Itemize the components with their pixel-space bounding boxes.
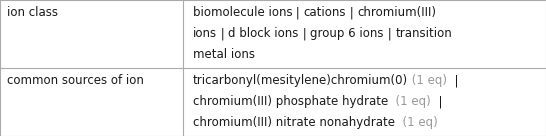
Text: d block ions: d block ions [228,27,299,40]
Text: |: | [299,27,310,40]
Text: common sources of ion: common sources of ion [7,74,144,87]
Text: metal ions: metal ions [193,48,255,61]
Text: chromium(III) nitrate nonahydrate: chromium(III) nitrate nonahydrate [193,116,395,129]
Text: (1 eq): (1 eq) [388,95,431,108]
Text: chromium(III): chromium(III) [358,6,437,19]
Text: tricarbonyl(mesitylene)chromium(0): tricarbonyl(mesitylene)chromium(0) [193,74,408,87]
Text: chromium(III) phosphate hydrate: chromium(III) phosphate hydrate [193,95,388,108]
Text: |: | [384,27,395,40]
Text: biomolecule ions: biomolecule ions [193,6,292,19]
Text: (1 eq): (1 eq) [408,74,447,87]
Text: ions: ions [193,27,217,40]
Text: (1 eq): (1 eq) [395,116,437,129]
Text: ion class: ion class [7,6,57,19]
Text: |: | [431,95,442,108]
Text: |: | [346,6,358,19]
Text: cations: cations [304,6,346,19]
Text: |: | [447,74,458,87]
Text: group 6 ions: group 6 ions [310,27,384,40]
Text: transition: transition [395,27,452,40]
Text: |: | [217,27,228,40]
Text: |: | [292,6,304,19]
